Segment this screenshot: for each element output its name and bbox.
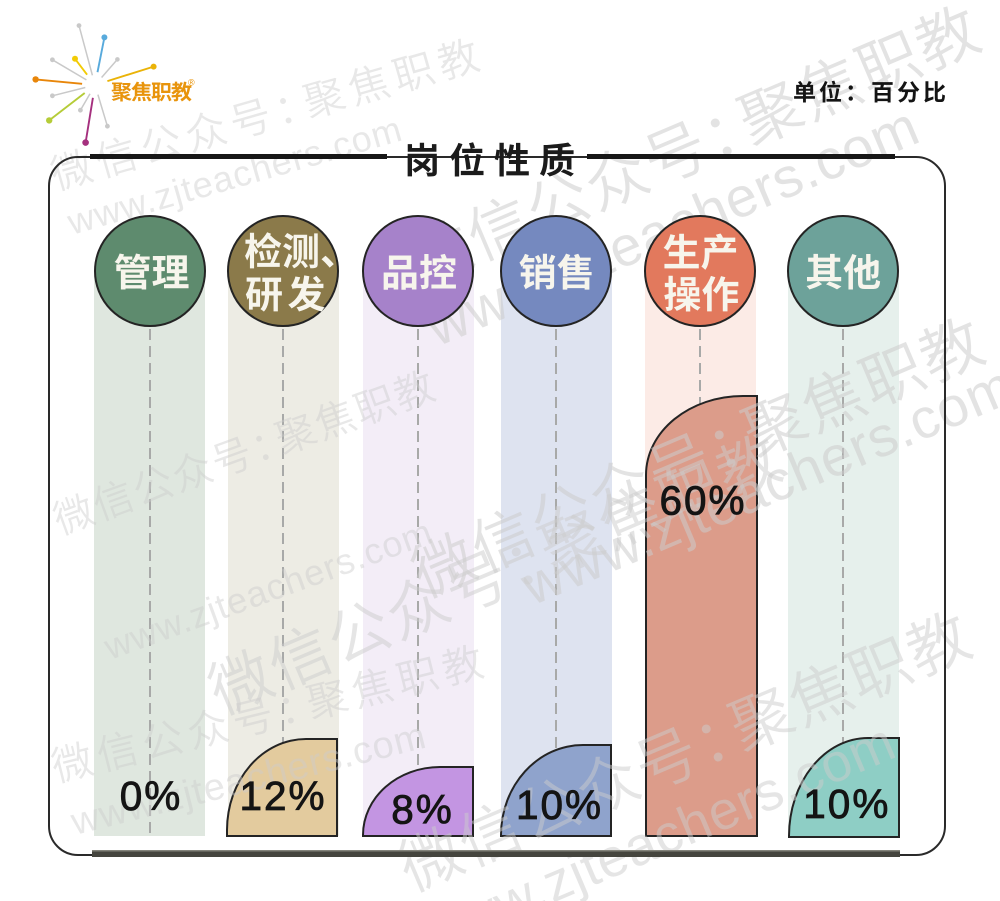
svg-text:®: ® [188, 78, 195, 88]
svg-text:12%: 12% [239, 773, 326, 819]
svg-text:10%: 10% [803, 781, 890, 827]
svg-text:10%: 10% [516, 782, 603, 828]
svg-text:60%: 60% [659, 478, 746, 524]
svg-text:0%: 0% [120, 773, 183, 819]
svg-text:8%: 8% [391, 787, 454, 833]
